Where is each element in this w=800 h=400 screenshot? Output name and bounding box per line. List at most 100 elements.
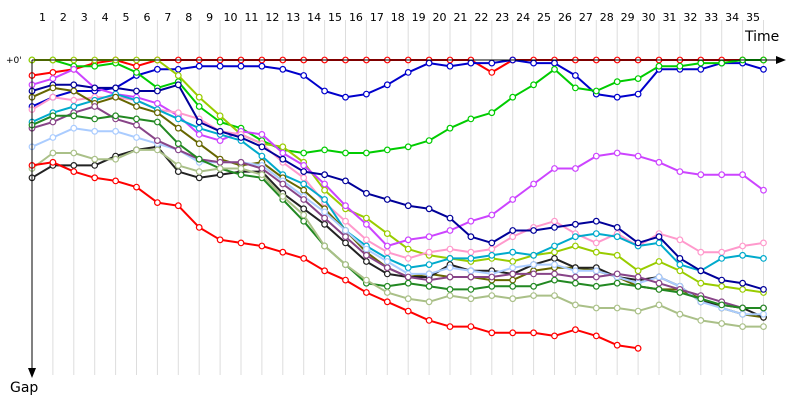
lap-tick-label: 12 xyxy=(265,11,279,24)
data-point xyxy=(718,171,726,179)
data-point xyxy=(739,304,746,312)
data-point xyxy=(300,186,308,194)
data-point xyxy=(216,127,224,135)
data-point xyxy=(530,81,537,89)
data-point xyxy=(592,273,600,281)
data-point xyxy=(592,282,600,290)
data-point xyxy=(551,261,558,269)
data-point xyxy=(655,273,663,281)
data-point xyxy=(153,109,161,117)
data-point xyxy=(739,310,746,318)
data-point xyxy=(530,180,537,188)
data-point xyxy=(91,127,99,135)
series-3 xyxy=(28,56,767,296)
series-11 xyxy=(28,103,767,312)
data-point xyxy=(321,208,329,216)
lap-tick-label: 11 xyxy=(244,11,258,24)
data-point xyxy=(509,196,517,203)
data-point xyxy=(258,242,266,250)
data-point xyxy=(530,329,537,337)
data-point xyxy=(363,220,370,228)
data-point xyxy=(530,292,537,300)
data-point xyxy=(195,223,203,231)
data-point xyxy=(49,93,57,101)
data-point xyxy=(551,165,558,172)
data-point xyxy=(446,292,454,300)
lap-tick-label: 28 xyxy=(600,11,614,24)
data-point xyxy=(718,248,726,256)
data-point xyxy=(195,124,203,132)
data-point xyxy=(195,168,203,176)
data-point xyxy=(509,329,517,337)
data-point xyxy=(153,199,161,207)
data-point xyxy=(363,149,370,157)
data-point xyxy=(467,273,475,281)
data-point xyxy=(363,245,370,253)
data-point xyxy=(404,68,412,76)
data-point xyxy=(70,65,78,73)
data-point xyxy=(467,323,475,331)
data-point xyxy=(91,161,99,169)
lap-tick-label: 34 xyxy=(725,11,739,24)
data-point xyxy=(383,81,391,89)
data-point xyxy=(425,261,433,269)
data-point xyxy=(739,242,746,250)
lap-tick-label: 15 xyxy=(328,11,342,24)
data-point xyxy=(551,292,558,300)
data-point xyxy=(467,286,475,293)
lap-tick-label: 24 xyxy=(516,11,530,24)
data-point xyxy=(363,189,370,197)
data-point xyxy=(404,254,412,262)
lap-tick-label: 26 xyxy=(558,11,572,24)
data-point xyxy=(363,90,370,98)
data-point xyxy=(216,137,224,145)
data-point xyxy=(174,109,182,117)
lap-tick-label: 5 xyxy=(123,11,130,24)
data-point xyxy=(446,254,454,262)
data-point xyxy=(676,267,684,275)
data-point xyxy=(509,270,517,278)
series-9 xyxy=(28,143,767,321)
data-point xyxy=(70,81,78,89)
data-point xyxy=(70,112,78,120)
data-point xyxy=(133,62,140,70)
data-point xyxy=(258,165,266,172)
lap-tick-label: 16 xyxy=(349,11,363,24)
data-point xyxy=(572,220,579,228)
series-line xyxy=(31,114,764,309)
data-point xyxy=(279,65,287,73)
data-point xyxy=(572,242,579,250)
data-point xyxy=(760,304,767,312)
lap-tick-label: 23 xyxy=(495,11,509,24)
data-point xyxy=(300,161,308,169)
data-point xyxy=(153,65,161,73)
data-point xyxy=(279,180,287,188)
data-point xyxy=(112,112,119,120)
data-point xyxy=(363,258,370,265)
data-point xyxy=(551,65,558,73)
y-axis-title: Gap xyxy=(10,380,38,396)
lap-tick-label: 17 xyxy=(370,11,384,24)
lap-tick-label: 14 xyxy=(307,11,321,24)
data-point xyxy=(551,217,558,225)
data-point xyxy=(446,227,454,234)
data-point xyxy=(760,65,767,73)
data-point xyxy=(488,282,496,290)
data-point xyxy=(321,87,329,95)
data-point xyxy=(488,68,496,76)
data-point xyxy=(70,168,78,176)
data-point xyxy=(697,295,705,303)
data-point xyxy=(530,251,537,259)
data-point xyxy=(258,143,266,151)
data-point xyxy=(718,59,726,67)
data-point xyxy=(467,115,475,123)
data-point xyxy=(613,93,621,101)
lap-tick-label: 20 xyxy=(433,11,447,24)
data-point xyxy=(70,87,78,95)
data-point xyxy=(718,282,726,290)
data-point xyxy=(258,62,266,70)
lap-tick-label: 4 xyxy=(102,11,109,24)
data-point xyxy=(174,124,182,132)
data-point xyxy=(404,295,412,303)
data-point xyxy=(174,146,182,154)
